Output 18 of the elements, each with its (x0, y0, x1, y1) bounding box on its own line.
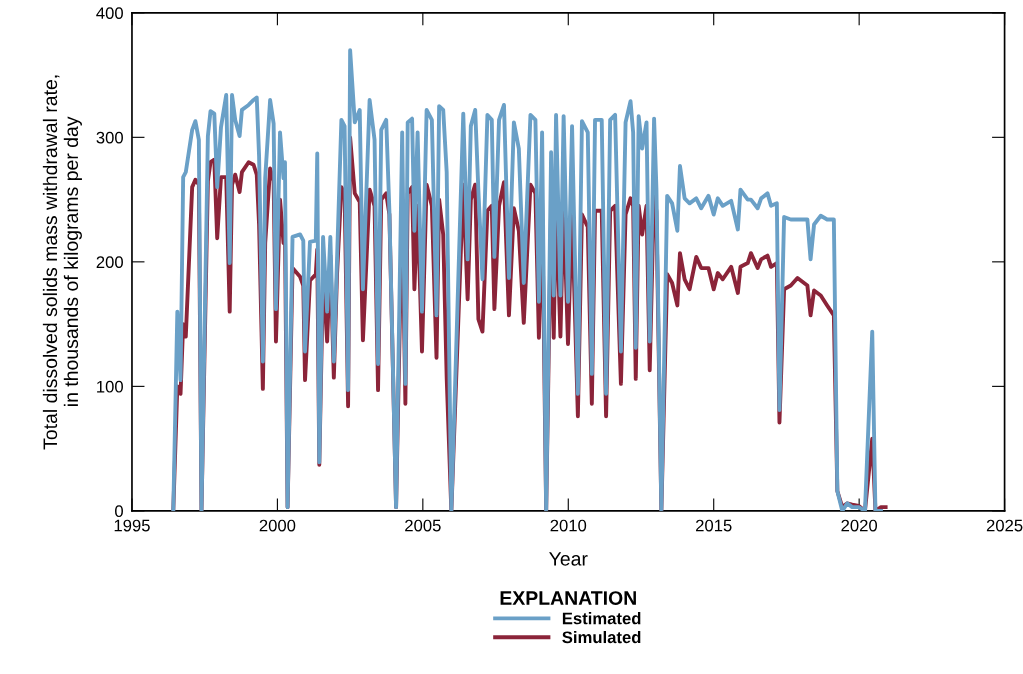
y-tick-label: 0 (115, 505, 123, 518)
legend-label: Estimated (562, 612, 641, 625)
y-tick-label: 100 (97, 380, 123, 393)
y-axis-title: Total dissolved solids mass withdrawal rate, in thousands of kilograms per day (42, 75, 82, 450)
line-series (171, 48, 883, 511)
x-tick-label: 2020 (841, 519, 878, 532)
x-axis-title: Year (549, 552, 588, 566)
legend-title: EXPLANATION (500, 591, 636, 605)
x-tick-label: 2000 (259, 519, 296, 532)
x-tick-label: 2025 (986, 519, 1023, 532)
legend-label: Simulated (562, 630, 641, 644)
x-tick-label: 2015 (696, 519, 732, 532)
y-tick-label: 300 (96, 131, 123, 144)
x-tick-label: 1995 (114, 519, 150, 532)
x-tick-label: 2005 (405, 519, 441, 532)
y-tick-label: 200 (96, 256, 123, 269)
x-tick-label: 2010 (550, 519, 587, 532)
y-tick-label: 400 (96, 7, 123, 20)
